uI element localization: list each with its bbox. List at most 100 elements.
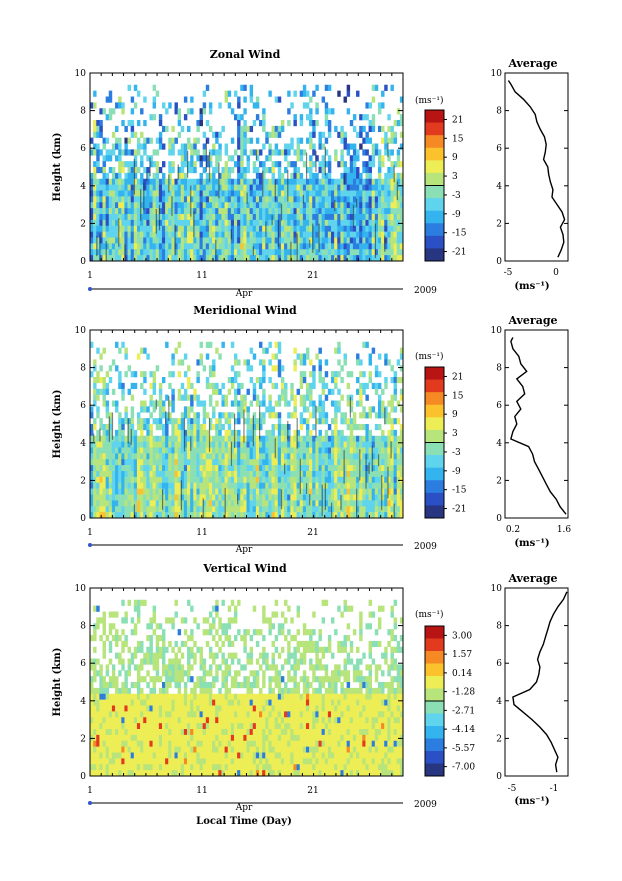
heatmap-cell xyxy=(140,723,143,729)
heatmap-cell xyxy=(121,741,124,747)
heatmap-cell xyxy=(262,401,265,407)
heatmap-cell xyxy=(350,483,353,489)
heatmap-cell xyxy=(175,255,178,261)
heatmap-cell xyxy=(250,483,253,489)
heatmap-cell xyxy=(90,149,93,155)
heatmap-cell xyxy=(309,383,312,389)
heatmap-cell xyxy=(318,208,321,214)
month-label: Apr xyxy=(235,545,253,555)
heatmap-cell xyxy=(384,436,387,442)
heatmap-cell xyxy=(309,144,312,150)
heatmap-cell xyxy=(350,430,353,436)
heatmap-cell xyxy=(209,226,212,232)
heatmap-cell xyxy=(196,424,199,430)
heatmap-cell xyxy=(215,424,218,430)
heatmap-cell xyxy=(96,406,99,412)
heatmap-cell xyxy=(228,377,231,383)
heatmap-cell xyxy=(350,459,353,465)
heatmap-cell xyxy=(228,214,231,220)
heatmap-cell xyxy=(106,401,109,407)
heatmap-cell xyxy=(156,465,159,471)
heatmap-cell xyxy=(203,249,206,255)
heatmap-cell xyxy=(384,453,387,459)
heatmap-cell xyxy=(275,149,278,155)
heatmap-cell xyxy=(143,424,146,430)
heatmap-cell xyxy=(106,483,109,489)
heatmap-cell xyxy=(284,155,287,161)
heatmap-cell xyxy=(237,132,240,138)
heatmap-cell xyxy=(190,406,193,412)
heatmap-cell xyxy=(275,383,278,389)
heatmap-cell xyxy=(168,489,171,495)
heatmap-cell xyxy=(262,459,265,465)
heatmap-cell xyxy=(293,202,296,208)
heatmap-cell xyxy=(359,243,362,249)
heatmap-cell xyxy=(115,238,118,244)
colorbar-segment xyxy=(425,198,444,211)
heatmap-cell xyxy=(262,377,265,383)
stipple-mark xyxy=(124,244,125,269)
heatmap-cell xyxy=(331,371,334,377)
heatmap-cell xyxy=(93,424,96,430)
heatmap-cell xyxy=(225,149,228,155)
heatmap-cell xyxy=(128,138,131,144)
heatmap-cell xyxy=(356,249,359,255)
stipple-mark xyxy=(106,241,107,262)
heatmap-cell xyxy=(109,659,112,665)
heatmap-cell xyxy=(387,214,390,220)
heatmap-cell xyxy=(325,465,328,471)
heatmap-cell xyxy=(253,383,256,389)
heatmap-cell xyxy=(212,202,215,208)
heatmap-cell xyxy=(334,442,337,448)
heatmap-cell xyxy=(256,167,259,173)
heatmap-cell xyxy=(390,489,393,495)
heatmap-cell xyxy=(247,365,250,371)
heatmap-cell xyxy=(378,442,381,448)
heatmap-cell xyxy=(328,220,331,226)
heatmap-cell xyxy=(369,226,372,232)
heatmap-cell xyxy=(328,167,331,173)
heatmap-cell xyxy=(256,232,259,238)
heatmap-cell xyxy=(159,418,162,424)
heatmap-cell xyxy=(146,430,149,436)
heatmap-cell xyxy=(365,191,368,197)
heatmap-cell xyxy=(353,238,356,244)
heatmap-cell xyxy=(112,144,115,150)
heatmap-cell xyxy=(131,179,134,185)
heatmap-cell xyxy=(369,167,372,173)
heatmap-cell xyxy=(146,208,149,214)
heatmap-cell xyxy=(378,149,381,155)
heatmap-cell xyxy=(209,495,212,501)
heatmap-cell xyxy=(206,179,209,185)
heatmap-cell xyxy=(143,741,146,747)
heatmap-cell xyxy=(243,132,246,138)
heatmap-cell xyxy=(153,196,156,202)
heatmap-cell xyxy=(337,243,340,249)
heatmap-cell xyxy=(168,214,171,220)
heatmap-cell xyxy=(131,395,134,401)
heatmap-cell xyxy=(369,359,372,365)
heatmap-cell xyxy=(159,167,162,173)
heatmap-cell xyxy=(309,173,312,179)
heatmap-cell xyxy=(99,108,102,114)
heatmap-cell xyxy=(103,741,106,747)
heatmap-cell xyxy=(359,359,362,365)
heatmap-cell xyxy=(109,506,112,512)
heatmap-cell xyxy=(178,191,181,197)
heatmap-cell xyxy=(103,238,106,244)
heatmap-cell xyxy=(381,453,384,459)
heatmap-cell xyxy=(212,371,215,377)
heatmap-cell xyxy=(309,442,312,448)
heatmap-cell xyxy=(253,161,256,167)
heatmap-area xyxy=(90,600,403,777)
heatmap-cell xyxy=(272,167,275,173)
heatmap-cell xyxy=(140,424,143,430)
heatmap-cell xyxy=(325,138,328,144)
heatmap-cell xyxy=(128,706,131,712)
heatmap-cell xyxy=(149,706,152,712)
heatmap-cell xyxy=(337,202,340,208)
heatmap-cell xyxy=(146,723,149,729)
heatmap-cell xyxy=(284,220,287,226)
heatmap-cell xyxy=(234,249,237,255)
heatmap-cell xyxy=(256,243,259,249)
